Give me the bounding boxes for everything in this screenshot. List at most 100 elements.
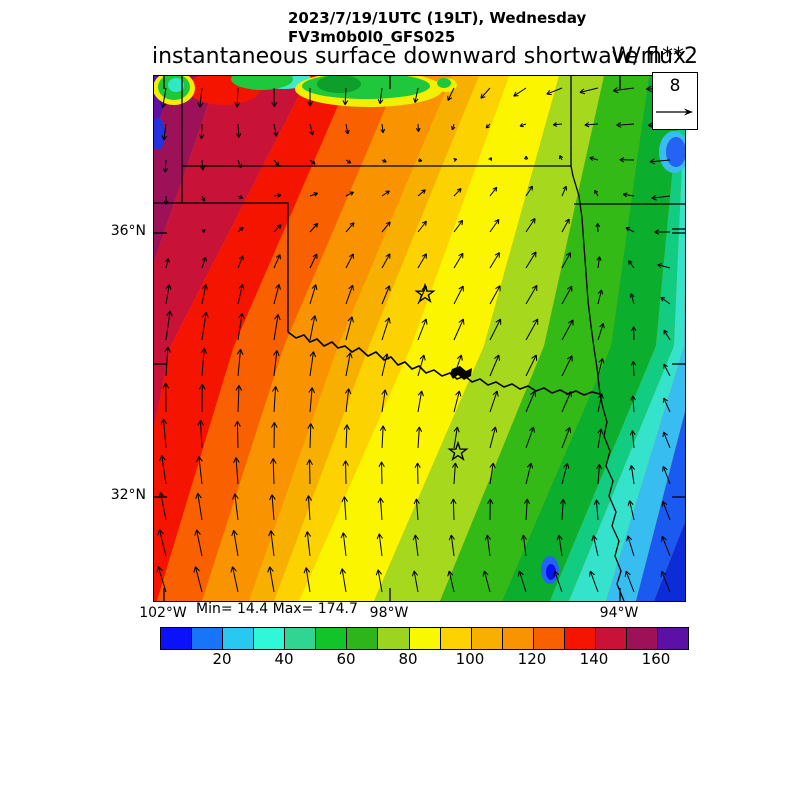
wind-arrow — [377, 569, 383, 593]
colorbar-segment — [254, 628, 286, 649]
wind-arrow — [525, 218, 536, 233]
wind-arrow — [378, 533, 383, 557]
wind-arrow — [628, 260, 635, 269]
wind-arrow — [597, 289, 602, 305]
wind-arrow — [381, 190, 390, 197]
wind-arrow — [237, 385, 240, 413]
cloud-blob — [317, 75, 361, 93]
colorbar-segment — [502, 628, 534, 649]
wind-arrow — [344, 87, 347, 105]
colorbar-segment — [223, 628, 255, 649]
wind-arrow — [632, 361, 635, 377]
colorbar-segment — [347, 628, 379, 649]
wind-reference-value: 8 — [669, 76, 681, 96]
colorbar-segment — [533, 628, 565, 649]
colorbar-tick-label: 40 — [274, 650, 294, 668]
wind-arrow — [165, 346, 169, 377]
lon-tick-label: 102°W — [139, 605, 187, 621]
wind-arrow — [417, 426, 420, 449]
colorbar-tick-label: 140 — [579, 650, 609, 668]
wind-arrow — [483, 570, 491, 593]
wind-arrow — [597, 358, 604, 377]
wind-arrow — [525, 285, 538, 305]
wind-arrow — [160, 492, 167, 521]
wind-arrow — [518, 570, 527, 593]
wind-arrow — [660, 296, 671, 305]
wind-arrow — [165, 310, 171, 341]
wind-arrow — [453, 252, 464, 269]
wind-arrow — [270, 530, 275, 557]
wind-arrow — [661, 536, 671, 557]
wind-arrow — [584, 123, 599, 126]
wind-arrow — [589, 570, 599, 593]
wind-arrow — [309, 284, 317, 305]
wind-arrow — [630, 293, 635, 305]
wind-arrow — [489, 285, 501, 305]
wind-arrow — [589, 157, 599, 161]
wind-arrow — [345, 352, 351, 377]
datetime-title: 2023/7/19/1UTC (19LT), Wednesday — [288, 9, 587, 27]
wind-arrow — [489, 354, 500, 377]
colorbar-segment — [285, 628, 317, 649]
wind-arrow — [237, 159, 242, 169]
wind-arrow — [234, 493, 239, 521]
wind-arrow — [341, 568, 347, 593]
wind-arrow — [631, 430, 635, 449]
wind-arrow — [379, 497, 383, 521]
wind-arrow — [561, 391, 572, 413]
wind-arrow — [663, 363, 671, 377]
wind-arrow — [561, 427, 571, 449]
wind-arrow — [235, 457, 239, 485]
wind-arrow — [663, 397, 671, 413]
wind-arrow — [201, 348, 205, 377]
wind-arrow — [157, 566, 167, 593]
wind-arrow — [273, 314, 279, 341]
wind-arrow — [554, 570, 563, 593]
wind-arrow — [447, 87, 455, 101]
flux-band-130-140 — [157, 76, 399, 601]
colorbar-tick-label: 160 — [641, 650, 671, 668]
wind-arrow — [309, 123, 314, 136]
lon-tick-label: 94°W — [599, 605, 639, 621]
wind-arrow — [381, 353, 388, 377]
frame-ticks — [154, 76, 685, 601]
wind-arrow — [158, 529, 167, 557]
wind-arrow — [489, 219, 500, 233]
flux-band-100-110 — [274, 76, 509, 601]
wind-arrow — [237, 349, 242, 377]
wind-arrow — [345, 253, 354, 269]
wind-arrow — [489, 390, 498, 413]
wind-arrow — [661, 571, 671, 593]
state-borders — [154, 76, 685, 602]
wind-arrow — [306, 531, 311, 557]
map-plot-area — [0, 68, 800, 602]
wind-arrow — [525, 185, 533, 197]
flux-band-60-70 — [502, 76, 682, 601]
wind-arrow — [417, 318, 427, 341]
city-markers — [414, 282, 469, 462]
wind-arrow — [163, 418, 167, 449]
wind-arrow — [345, 285, 354, 305]
colorbar-tick-label: 80 — [398, 650, 418, 668]
wind-arrow — [201, 312, 207, 341]
wind-arrow — [273, 194, 281, 197]
wind-arrow — [345, 222, 355, 233]
wind-arrow — [343, 496, 347, 521]
colorbar-tick-label: 20 — [212, 650, 232, 668]
wind-arrow — [199, 87, 203, 108]
wind-arrow — [165, 258, 169, 269]
wind-arrow — [194, 566, 203, 593]
wind-arrow — [162, 87, 167, 108]
wind-arrow — [613, 87, 635, 92]
wind-arrow — [201, 159, 204, 171]
wind-arrow — [237, 313, 243, 341]
wind-arrow — [519, 123, 527, 127]
colorbar-segment — [471, 628, 503, 649]
wind-arrow — [269, 566, 275, 593]
wind-arrow — [237, 255, 244, 269]
wind-arrow — [663, 329, 671, 341]
model-title: FV3m0b0l0_GFS025 — [288, 28, 456, 46]
wind-arrow — [662, 466, 671, 485]
wind-arrow — [200, 123, 203, 139]
state-border-line — [570, 165, 601, 395]
